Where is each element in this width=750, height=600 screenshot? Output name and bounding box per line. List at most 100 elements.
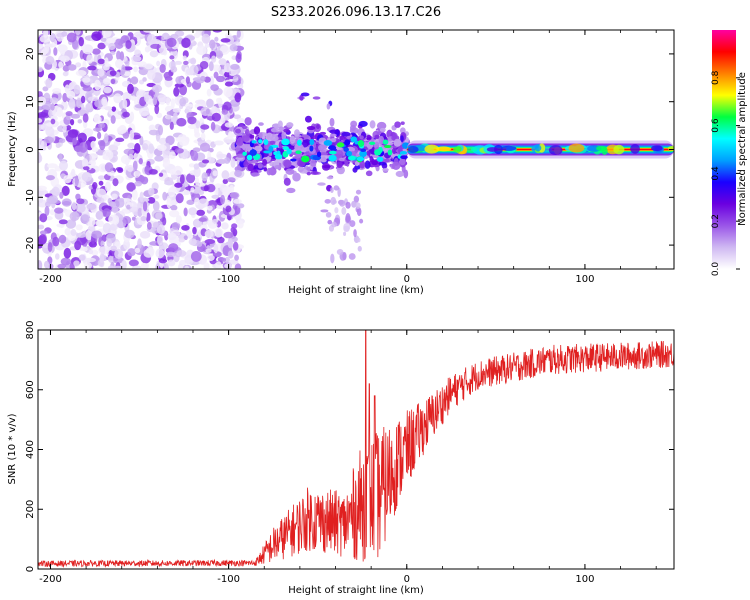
spectrogram-cell bbox=[162, 216, 167, 226]
spectrogram-cell bbox=[222, 257, 227, 263]
spectrogram-cell bbox=[68, 82, 76, 90]
spectrogram-cell bbox=[39, 35, 51, 43]
spectrogram-cell bbox=[169, 169, 176, 175]
spectrogram-cell bbox=[190, 187, 195, 193]
x-tick-label: -200 bbox=[39, 274, 62, 285]
spectrogram-cell bbox=[328, 154, 337, 162]
spectrogram-cell bbox=[223, 62, 232, 73]
spectrogram-cell bbox=[137, 90, 147, 97]
spectrogram-cell bbox=[97, 58, 105, 65]
spectrogram-cell bbox=[379, 127, 386, 132]
tone-cell bbox=[486, 147, 499, 152]
spectrogram-cell bbox=[152, 95, 158, 106]
spectrogram-cell bbox=[123, 71, 132, 77]
spectrogram-cell bbox=[56, 107, 63, 118]
spectrogram-cell bbox=[201, 33, 211, 44]
spectrogram-cell bbox=[210, 84, 219, 92]
spectrogram-cell bbox=[157, 94, 167, 103]
spectrogram-cell bbox=[328, 145, 337, 151]
spectrogram-cell bbox=[82, 113, 89, 123]
spectrogram-cell bbox=[366, 134, 372, 141]
spectrogram-cell bbox=[206, 88, 212, 97]
spectrogram-cell bbox=[183, 190, 191, 196]
spectrogram-cell bbox=[112, 178, 119, 187]
spectrogram-cell bbox=[215, 261, 222, 269]
spectrogram-cell bbox=[309, 138, 315, 146]
spectrogram-cell bbox=[168, 186, 176, 198]
spectrogram-cell bbox=[214, 36, 219, 42]
spectrogram-cell bbox=[134, 247, 141, 254]
spectrogram-cell bbox=[286, 148, 292, 155]
tone-cell bbox=[630, 144, 640, 154]
spectrogram-cell bbox=[56, 223, 65, 228]
spectrogram-cell bbox=[391, 161, 401, 170]
spectrogram-cell bbox=[196, 45, 207, 56]
spectrogram-cell bbox=[156, 60, 161, 67]
spectrogram-cell bbox=[81, 171, 92, 182]
spectrogram-cell bbox=[59, 191, 64, 199]
spectrogram-cell bbox=[328, 150, 337, 155]
colorbar-gradient bbox=[712, 30, 736, 269]
spectrogram-cell bbox=[103, 86, 112, 94]
spectrogram-cell bbox=[337, 187, 341, 198]
spectrogram-cell bbox=[318, 144, 323, 151]
tone-cell bbox=[424, 144, 440, 154]
spectrogram-cell bbox=[64, 84, 70, 94]
spectrogram-cell bbox=[58, 138, 66, 144]
spectrogram-cell bbox=[71, 201, 77, 211]
spectrogram-cell bbox=[212, 170, 218, 177]
spectrogram-cell bbox=[113, 256, 124, 264]
spectrogram-cell bbox=[116, 50, 121, 61]
spectrogram-cell bbox=[170, 66, 178, 73]
y-tick-label: 600 bbox=[25, 380, 36, 399]
spectrogram-cell bbox=[118, 197, 125, 203]
spectrogram-cell bbox=[170, 98, 175, 109]
spectrogram-cell bbox=[171, 230, 181, 237]
spectrogram-cell bbox=[234, 263, 242, 269]
spectrogram-cell bbox=[126, 182, 136, 192]
spectrogram-cell bbox=[111, 193, 118, 200]
spectrogram-cell bbox=[281, 138, 290, 146]
spectrogram-cell bbox=[148, 187, 155, 196]
spectrogram-cell bbox=[61, 198, 72, 207]
spectrogram-cell bbox=[237, 203, 245, 209]
spectrogram-cell bbox=[336, 248, 344, 255]
spectrogram-cell bbox=[148, 143, 155, 154]
spectrogram-cell bbox=[126, 204, 131, 210]
spectrogram-cell bbox=[204, 229, 214, 238]
spectrogram-cell bbox=[200, 124, 210, 130]
spectrogram-cell bbox=[196, 209, 206, 216]
spectrogram-cell bbox=[221, 109, 229, 115]
spectrogram-cell bbox=[179, 139, 189, 147]
spectrogram-cell bbox=[85, 103, 91, 111]
spectrogram-cell bbox=[383, 144, 392, 149]
spectrogram-cell bbox=[38, 96, 47, 106]
spectrogram-cell bbox=[278, 126, 285, 132]
spectrogram-cell bbox=[54, 207, 64, 214]
spectrogram-cell bbox=[102, 64, 110, 71]
spectrogram-cell bbox=[129, 129, 135, 141]
spectrogram-cell bbox=[86, 54, 94, 64]
spectrogram-cell bbox=[330, 196, 337, 206]
spectrogram-cell bbox=[169, 121, 174, 131]
spectrogram-cell bbox=[96, 197, 105, 204]
spectrogram-cell bbox=[48, 109, 53, 117]
y-tick-label: 200 bbox=[25, 500, 36, 519]
colorbar-tick-label: 0.0 bbox=[711, 262, 721, 277]
spectrogram-cell bbox=[399, 158, 406, 166]
spectrogram-cell bbox=[144, 93, 149, 103]
spectrogram-cell bbox=[238, 83, 244, 90]
spectrogram-cell bbox=[92, 181, 98, 190]
spectrogram-cell bbox=[224, 122, 234, 128]
spectrogram-cell bbox=[241, 135, 250, 142]
spectrogram-cell bbox=[281, 131, 287, 140]
spectrogram-cell bbox=[171, 222, 181, 230]
spectrogram-cell bbox=[190, 57, 197, 65]
spectrogram-cell bbox=[241, 125, 248, 130]
spectrogram-cell bbox=[76, 97, 82, 109]
spectrogram-cell bbox=[231, 80, 241, 86]
spectrogram-cell bbox=[183, 207, 188, 217]
spectrogram-cell bbox=[309, 145, 314, 152]
spectrogram-cell bbox=[217, 236, 225, 244]
